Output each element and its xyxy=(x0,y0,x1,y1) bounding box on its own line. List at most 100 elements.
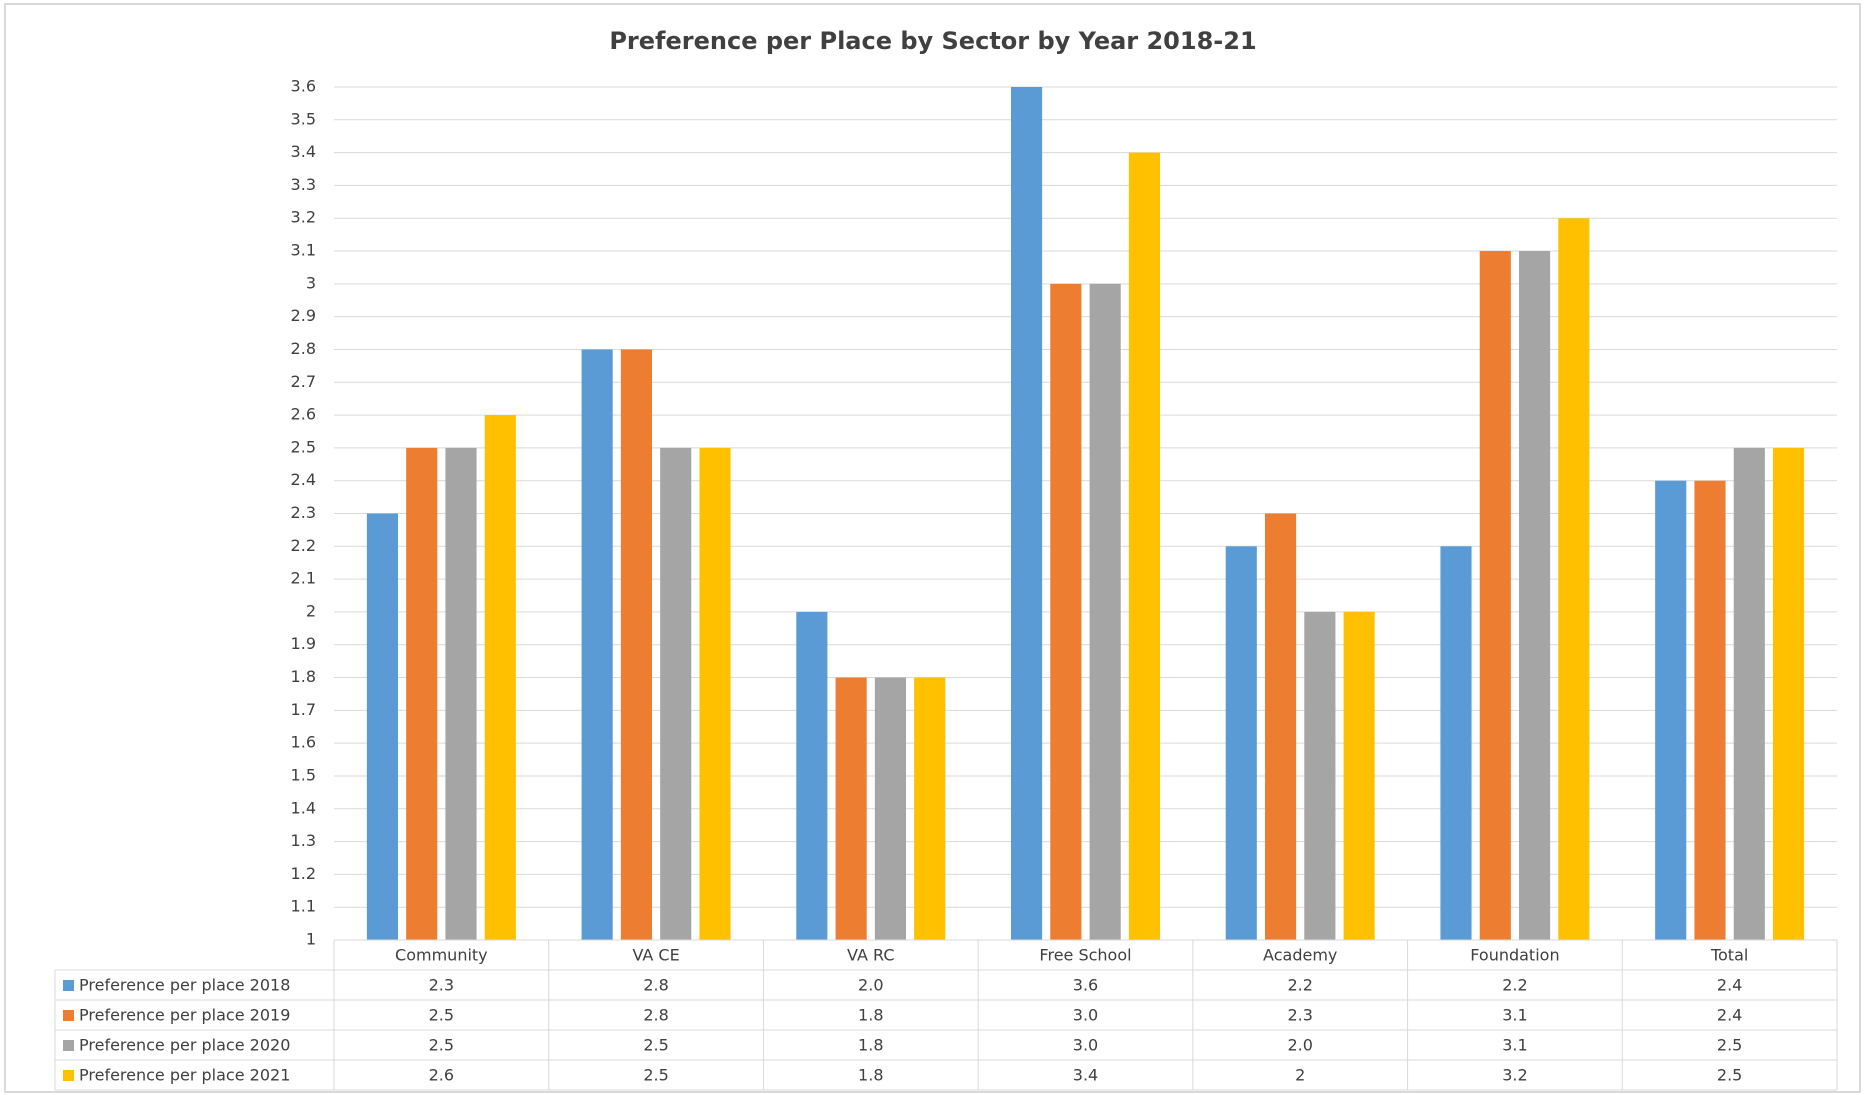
table-value: 3.1 xyxy=(1502,1006,1527,1025)
x-tick-label: Total xyxy=(1710,946,1748,965)
table-value: 2.5 xyxy=(1717,1066,1742,1085)
bar xyxy=(1655,480,1687,940)
table-value: 2.3 xyxy=(429,976,454,995)
bar xyxy=(1440,546,1472,940)
bar xyxy=(1304,611,1336,940)
y-tick-label: 2.1 xyxy=(291,569,316,588)
y-tick-label: 3.3 xyxy=(291,175,316,194)
y-tick-label: 2.4 xyxy=(291,470,316,489)
table-value: 2.0 xyxy=(1287,1036,1312,1055)
table-value: 2.5 xyxy=(643,1036,668,1055)
bar xyxy=(660,447,692,940)
table-value: 1.8 xyxy=(858,1006,883,1025)
bar xyxy=(1479,251,1511,941)
y-tick-label: 3.4 xyxy=(291,142,316,161)
bar xyxy=(445,447,477,940)
bar xyxy=(1733,447,1765,940)
bar xyxy=(1694,480,1726,940)
y-tick-label: 2.9 xyxy=(291,306,316,325)
y-tick-label: 3.2 xyxy=(291,208,316,227)
legend-swatch xyxy=(63,980,74,991)
table-value: 2.0 xyxy=(858,976,883,995)
y-tick-label: 1.5 xyxy=(291,765,316,784)
y-tick-label: 2.6 xyxy=(291,405,316,424)
x-tick-label: Free School xyxy=(1039,946,1131,965)
legend-swatch xyxy=(63,1040,74,1051)
table-value: 2.5 xyxy=(429,1006,454,1025)
table-value: 2.5 xyxy=(643,1066,668,1085)
y-tick-label: 1 xyxy=(306,930,316,949)
y-tick-label: 3.1 xyxy=(291,241,316,260)
bar xyxy=(484,415,516,941)
y-tick-label: 3 xyxy=(306,273,316,292)
chart-title: Preference per Place by Sector by Year 2… xyxy=(609,27,1256,55)
legend-swatch xyxy=(63,1010,74,1021)
table-value: 2.8 xyxy=(643,1006,668,1025)
legend-swatch xyxy=(63,1070,74,1081)
table-value: 3.1 xyxy=(1502,1036,1527,1055)
y-tick-label: 2.5 xyxy=(291,437,316,456)
y-tick-label: 2.7 xyxy=(291,372,316,391)
table-value: 1.8 xyxy=(858,1036,883,1055)
legend-label: Preference per place 2019 xyxy=(79,1006,290,1025)
bar xyxy=(1558,218,1590,940)
table-value: 1.8 xyxy=(858,1066,883,1085)
legend-label: Preference per place 2021 xyxy=(79,1066,290,1085)
y-tick-label: 3.6 xyxy=(291,77,316,96)
x-tick-label: Academy xyxy=(1263,946,1337,965)
bar xyxy=(620,349,652,940)
table-value: 2.3 xyxy=(1287,1006,1312,1025)
table-value: 2.2 xyxy=(1287,976,1312,995)
y-tick-label: 3.5 xyxy=(291,109,316,128)
y-tick-label: 1.9 xyxy=(291,634,316,653)
table-value: 3.6 xyxy=(1073,976,1098,995)
table-value: 2.6 xyxy=(429,1066,454,1085)
bar xyxy=(406,447,438,940)
y-tick-label: 2.3 xyxy=(291,503,316,522)
bar xyxy=(1265,513,1297,940)
y-tick-label: 2 xyxy=(306,601,316,620)
table-value: 3.2 xyxy=(1502,1066,1527,1085)
bar xyxy=(1128,152,1161,941)
bar xyxy=(874,677,906,940)
legend-label: Preference per place 2020 xyxy=(79,1036,290,1055)
bar xyxy=(1089,283,1121,940)
y-tick-label: 1.3 xyxy=(291,831,316,850)
bar xyxy=(1519,251,1551,941)
table-value: 2.4 xyxy=(1717,1006,1742,1025)
bar xyxy=(366,513,398,940)
y-tick-label: 2.2 xyxy=(291,536,316,555)
y-tick-label: 1.7 xyxy=(291,700,316,719)
bar xyxy=(914,677,946,940)
table-value: 3.4 xyxy=(1073,1066,1098,1085)
x-tick-label: Foundation xyxy=(1470,946,1559,965)
table-value: 2.5 xyxy=(1717,1036,1742,1055)
y-tick-label: 1.2 xyxy=(291,864,316,883)
x-tick-label: VA CE xyxy=(632,946,679,965)
bar xyxy=(1225,546,1257,940)
y-tick-label: 2.8 xyxy=(291,339,316,358)
table-value: 2.2 xyxy=(1502,976,1527,995)
legend-label: Preference per place 2018 xyxy=(79,976,290,995)
table-value: 2.5 xyxy=(429,1036,454,1055)
x-tick-label: VA RC xyxy=(847,946,894,965)
bar xyxy=(796,611,828,940)
bar xyxy=(1050,283,1082,940)
bar xyxy=(581,349,613,940)
y-tick-label: 1.1 xyxy=(291,897,316,916)
y-tick-label: 1.4 xyxy=(291,798,316,817)
bar xyxy=(1010,87,1043,940)
table-value: 2.4 xyxy=(1717,976,1742,995)
table-value: 3.0 xyxy=(1073,1006,1098,1025)
table-value: 2.8 xyxy=(643,976,668,995)
table-value: 3.0 xyxy=(1073,1036,1098,1055)
bar xyxy=(835,677,867,940)
x-tick-label: Community xyxy=(395,946,488,965)
y-tick-label: 1.6 xyxy=(291,733,316,752)
table-value: 2 xyxy=(1295,1066,1305,1085)
bar xyxy=(1773,447,1805,940)
bar xyxy=(699,447,731,940)
bar xyxy=(1343,611,1375,940)
